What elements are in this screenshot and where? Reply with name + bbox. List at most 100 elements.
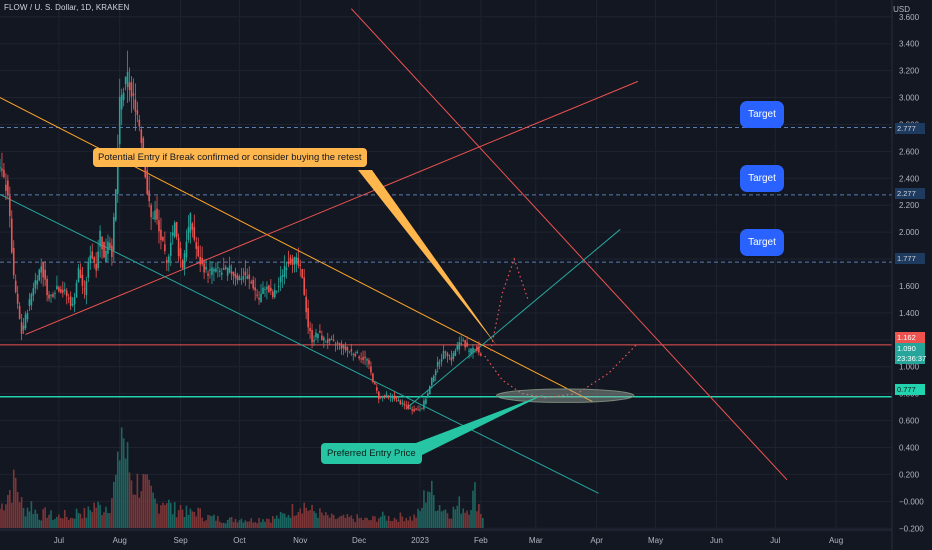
volume-bar	[18, 502, 21, 528]
volume-bar	[480, 514, 482, 528]
volume-bar	[464, 512, 466, 528]
target-button-low[interactable]: Target	[740, 229, 784, 256]
volume-bar	[114, 474, 117, 528]
price-tick-label: 3.000	[899, 94, 920, 103]
volume-bar	[429, 492, 431, 528]
volume-bar	[383, 515, 386, 528]
candle-body	[65, 290, 68, 297]
candles	[0, 50, 482, 415]
volume-bar	[427, 491, 429, 528]
volume-bar	[195, 516, 198, 528]
candle-body	[464, 340, 466, 348]
price-tick-label: 1.600	[899, 282, 920, 291]
candle-body	[368, 360, 370, 365]
candle-body	[148, 190, 150, 202]
candle-body	[436, 361, 439, 367]
price-axis[interactable]: 3.6003.4003.2003.0002.8002.6002.4002.200…	[891, 0, 932, 550]
volume-bar	[452, 506, 455, 528]
candle-body	[346, 347, 349, 351]
candle-body	[136, 110, 139, 115]
volume-bar	[348, 517, 351, 528]
candle-body	[419, 409, 421, 411]
candle-body	[130, 82, 133, 97]
support-price-tag: 0.777	[895, 384, 925, 395]
volume-bar	[44, 507, 46, 528]
candle-body	[85, 281, 88, 295]
candle-body	[138, 119, 141, 127]
candle-body	[187, 227, 190, 240]
target-button-high[interactable]: Target	[740, 101, 784, 128]
volume-bar	[256, 523, 258, 528]
candle-body	[336, 342, 339, 344]
candle-body	[16, 293, 19, 304]
volume-bar	[293, 515, 296, 528]
time-axis[interactable]: Jul Aug Sep Oct Nov Dec 2023 Feb Mar Apr May Jun Jul…	[0, 529, 892, 545]
candle-body	[277, 286, 280, 287]
volume-bar	[362, 520, 364, 528]
price-tick-label: 3.200	[899, 67, 920, 76]
candle-body	[226, 267, 229, 276]
volume-bar	[309, 509, 311, 528]
candle-body	[122, 92, 125, 101]
volume-bar	[93, 502, 96, 528]
candle-body	[421, 408, 423, 410]
candle-body	[105, 251, 107, 263]
candle-body	[10, 218, 13, 253]
volume-bar	[434, 511, 437, 528]
volume-bar	[205, 520, 207, 528]
volume-bar	[146, 474, 148, 528]
volume-bar	[169, 502, 172, 528]
time-tick-label: Mar	[529, 536, 543, 545]
target-mid-price-tag: 2.277	[895, 188, 925, 199]
candle-body	[0, 167, 1, 169]
volume-bar	[456, 505, 459, 528]
candle-body	[287, 262, 290, 265]
volume-bar	[154, 498, 156, 528]
volume-bar	[28, 511, 31, 528]
volume-bar	[130, 480, 133, 528]
candle-body	[301, 269, 304, 279]
candle-body	[295, 257, 298, 264]
candle-body	[319, 330, 321, 333]
candle-body	[413, 409, 415, 412]
potential-entry-callout[interactable]: Potential Entry if Break confirmed or co…	[93, 148, 367, 167]
volume-bar	[317, 517, 319, 528]
preferred-entry-callout[interactable]: Preferred Entry Price	[321, 443, 422, 464]
candle-body	[22, 325, 25, 331]
candle-body	[171, 232, 174, 236]
candle-body	[9, 195, 11, 217]
candle-body	[452, 353, 455, 359]
target-button-mid[interactable]: Target	[740, 165, 784, 192]
volume-bar	[69, 517, 72, 528]
volume-bar	[228, 517, 231, 528]
candle-body	[113, 217, 115, 251]
volume-bar	[393, 517, 396, 528]
volume-bar	[377, 518, 380, 528]
volume-bar	[226, 519, 229, 528]
candle-body	[62, 290, 64, 293]
candle-body	[42, 262, 44, 278]
volume-bar	[217, 515, 219, 528]
candle-body	[440, 359, 443, 362]
candle-body	[54, 293, 56, 295]
candle-body	[313, 339, 315, 342]
price-tick-label: 0.600	[899, 417, 920, 426]
volume-bar	[326, 515, 329, 528]
candle-body	[118, 96, 121, 145]
candle-body	[258, 297, 260, 300]
candle-body	[201, 257, 203, 265]
candle-body	[266, 286, 268, 290]
candle-body	[67, 298, 70, 299]
annotation-shapes[interactable]	[358, 170, 637, 458]
candle-body	[340, 343, 343, 349]
volume-bar	[246, 521, 249, 528]
volume-bar	[270, 522, 272, 528]
volume-bar	[222, 522, 225, 528]
candle-body	[252, 280, 254, 289]
candle-body	[244, 271, 247, 276]
candle-body	[232, 271, 235, 276]
candle-body	[385, 394, 388, 396]
potential-entry-pointer	[358, 170, 497, 346]
candle-body	[162, 236, 164, 241]
